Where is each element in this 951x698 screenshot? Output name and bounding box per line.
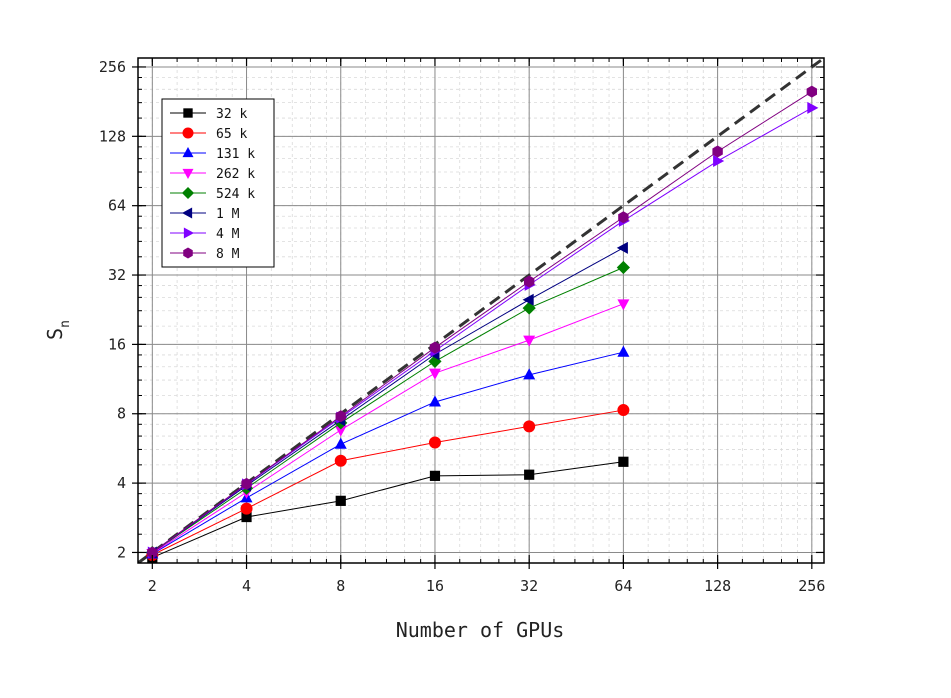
legend-box bbox=[161, 98, 275, 268]
data-point bbox=[147, 546, 158, 559]
data-point bbox=[617, 404, 630, 417]
data-point bbox=[241, 477, 252, 490]
data-point bbox=[524, 469, 535, 480]
data-point bbox=[428, 368, 441, 380]
x-tick-label: 32 bbox=[520, 577, 538, 595]
series-line bbox=[152, 267, 624, 553]
data-point bbox=[428, 395, 441, 407]
legend-label: 4 M bbox=[216, 227, 240, 242]
data-point bbox=[522, 293, 534, 306]
data-point bbox=[713, 155, 725, 168]
legend-label: 262 k bbox=[216, 167, 255, 182]
legend-label: 65 k bbox=[216, 127, 247, 142]
data-point bbox=[807, 101, 819, 114]
series-group bbox=[145, 85, 819, 563]
y-tick-label: 32 bbox=[108, 266, 126, 284]
data-point bbox=[429, 341, 441, 354]
series-line bbox=[152, 247, 624, 553]
data-point bbox=[617, 299, 630, 311]
legend-marker bbox=[182, 146, 194, 158]
x-tick-label: 16 bbox=[426, 577, 444, 595]
legend-marker bbox=[181, 207, 193, 219]
x-tick-label: 128 bbox=[704, 577, 731, 595]
legend-marker bbox=[182, 168, 194, 180]
axis-ticks bbox=[132, 58, 824, 569]
data-point bbox=[241, 511, 252, 523]
data-point bbox=[712, 145, 723, 158]
legend-marker bbox=[181, 186, 195, 200]
legend-label: 32 k bbox=[216, 107, 247, 122]
data-point bbox=[523, 368, 536, 380]
data-point bbox=[428, 436, 441, 449]
series-line bbox=[152, 107, 813, 553]
legend-item: 1 M bbox=[170, 207, 240, 222]
y-axis-label-subscript: n bbox=[58, 320, 73, 328]
legend-marker bbox=[183, 227, 195, 239]
legend-item: 65 k bbox=[170, 127, 247, 142]
legend-label: 1 M bbox=[216, 207, 240, 222]
legend-marker bbox=[183, 247, 193, 259]
x-tick-label: 8 bbox=[336, 577, 345, 595]
data-point bbox=[240, 502, 253, 515]
series-line bbox=[152, 461, 624, 559]
data-point bbox=[617, 345, 630, 357]
legend-marker bbox=[183, 108, 193, 118]
data-point bbox=[334, 454, 347, 467]
x-axis-label: Number of GPUs bbox=[396, 618, 565, 642]
x-tick-labels: 2 4 8 16 32 64 128 256 bbox=[148, 577, 826, 595]
series-line bbox=[152, 303, 624, 554]
y-tick-label: 4 bbox=[117, 474, 126, 492]
data-point bbox=[334, 425, 347, 437]
data-point bbox=[428, 354, 442, 368]
data-point bbox=[523, 335, 536, 347]
series-line bbox=[152, 409, 624, 556]
data-point bbox=[618, 456, 629, 467]
y-tick-label: 2 bbox=[117, 543, 126, 561]
data-point bbox=[616, 241, 628, 254]
x-tick-label: 256 bbox=[798, 577, 825, 595]
x-tick-label: 2 bbox=[148, 577, 157, 595]
legend: 32 k 65 k 131 k 262 k 524 k 1 M 4 M 8 M bbox=[161, 98, 275, 268]
x-tick-label: 64 bbox=[614, 577, 632, 595]
x-tick-label: 4 bbox=[242, 577, 251, 595]
y-tick-label: 64 bbox=[108, 197, 126, 215]
data-point bbox=[616, 260, 630, 275]
y-tick-label: 8 bbox=[117, 405, 126, 423]
series-line bbox=[152, 351, 624, 555]
legend-item: 32 k bbox=[170, 107, 247, 122]
ideal-line-group bbox=[138, 58, 824, 563]
series-8m bbox=[147, 85, 818, 559]
data-point bbox=[335, 495, 346, 506]
data-point bbox=[334, 437, 347, 449]
y-tick-label: 16 bbox=[108, 335, 126, 353]
legend-item: 4 M bbox=[170, 227, 240, 242]
legend-item: 131 k bbox=[170, 146, 255, 162]
series-line bbox=[152, 91, 813, 553]
legend-item: 262 k bbox=[170, 167, 255, 182]
legend-item: 524 k bbox=[170, 186, 255, 202]
y-tick-label: 256 bbox=[99, 58, 126, 76]
data-point bbox=[523, 275, 535, 288]
y-axis-label: Sn bbox=[43, 320, 73, 340]
data-point bbox=[429, 470, 441, 481]
y-tick-label: 128 bbox=[99, 127, 126, 145]
y-axis-label-main: S bbox=[43, 328, 67, 340]
data-point bbox=[806, 85, 818, 98]
data-point bbox=[523, 420, 536, 433]
legend-label: 524 k bbox=[216, 187, 255, 202]
ideal-scaling-line bbox=[138, 58, 824, 563]
data-point bbox=[618, 211, 629, 224]
legend-marker bbox=[182, 127, 194, 139]
legend-label: 8 M bbox=[216, 247, 240, 262]
y-tick-labels: 2 4 8 16 32 64 128 256 bbox=[99, 58, 126, 561]
legend-label: 131 k bbox=[216, 147, 255, 162]
legend-item: 8 M bbox=[170, 247, 240, 262]
data-point bbox=[335, 410, 346, 423]
